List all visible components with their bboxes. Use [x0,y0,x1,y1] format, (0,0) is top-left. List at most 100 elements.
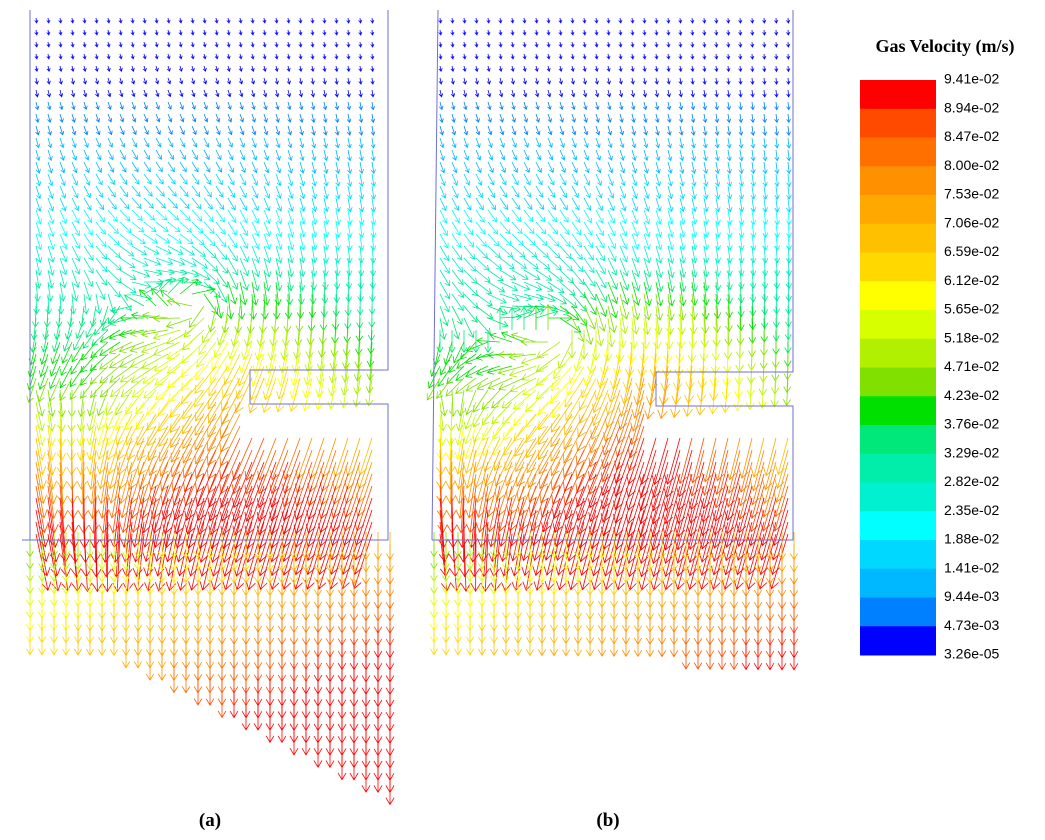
velocity-vector [620,222,627,236]
velocity-vector [359,102,363,110]
velocity-vector [60,162,65,173]
velocity-vector [655,42,658,47]
velocity-vector [679,66,682,71]
velocity-vector [703,66,706,71]
velocity-vector [264,198,270,211]
velocity-vector [252,174,258,185]
velocity-vector [168,198,177,208]
velocity-vector [275,90,279,97]
velocity-vector [511,18,514,23]
velocity-vector [668,174,673,186]
velocity-vector [370,246,376,263]
velocity-vector [242,700,250,730]
velocity-vector [715,78,719,84]
velocity-vector [439,102,443,110]
velocity-vector [288,174,293,186]
velocity-vector [631,42,634,47]
velocity-vector [559,66,562,71]
velocity-vector [180,150,186,159]
velocity-vector [96,198,104,210]
velocity-vector [608,198,614,211]
velocity-vector [619,54,622,59]
velocity-vector [276,174,281,186]
velocity-vector [156,378,180,400]
velocity-vector [299,66,302,71]
velocity-vector [548,162,554,172]
velocity-vector [324,162,328,173]
velocity-vector [72,150,77,160]
velocity-vector [715,174,720,186]
velocity-vector [324,174,329,186]
velocity-vector [342,510,360,560]
velocity-vector [691,54,694,59]
velocity-vector [192,162,198,172]
velocity-vector [643,78,646,84]
velocity-vector [323,102,327,110]
velocity-vector [461,330,467,352]
velocity-vector [131,18,134,23]
velocity-vector [204,222,214,234]
velocity-vector [488,138,492,147]
velocity-vector [36,198,41,211]
velocity-vector [610,628,617,656]
velocity-vector [526,628,533,656]
velocity-vector [751,246,756,263]
velocity-vector [727,42,730,47]
velocity-vector [775,210,780,225]
velocity-vector [347,126,351,135]
velocity-vector [505,438,524,471]
velocity-vector [727,102,731,110]
velocity-vector [367,342,374,367]
velocity-vector [751,198,756,212]
velocity-vector [35,18,38,23]
velocity-vector [511,78,514,84]
velocity-vector [476,186,483,197]
velocity-vector [620,174,625,186]
velocity-vector [571,42,574,47]
velocity-vector [324,186,329,199]
velocity-vector [195,390,216,421]
velocity-vector [240,90,243,97]
velocity-vector [535,30,538,35]
velocity-vector [158,652,165,680]
velocity-vector [287,78,290,84]
velocity-vector [311,102,315,110]
velocity-vector [511,66,514,71]
velocity-vector [299,114,303,122]
velocity-vector [595,102,599,109]
velocity-vector [488,174,494,185]
velocity-vector [96,150,101,160]
velocity-vector [263,66,266,71]
velocity-vector [352,534,372,589]
velocity-vector [608,222,615,236]
velocity-vector [440,114,444,122]
velocity-vector [36,138,40,148]
velocity-vector [775,126,779,135]
velocity-vector [560,198,567,210]
velocity-vector [182,330,204,350]
velocity-vector [240,114,244,122]
velocity-vector [312,210,317,224]
velocity-vector [488,210,497,222]
velocity-vector [514,414,536,441]
velocity-vector [240,174,246,185]
velocity-vector [694,640,702,669]
velocity-vector [347,78,351,84]
velocity-vector [311,66,314,71]
velocity-vector [487,78,490,84]
velocity-vector [36,390,44,416]
velocity-vector [524,138,529,147]
velocity-vector [338,748,346,780]
velocity-vector [107,18,110,23]
velocity-vector [536,150,541,160]
velocity-vector [228,102,232,109]
velocity-vector [476,198,483,210]
velocity-vector [347,30,350,35]
velocity-vector [524,102,528,109]
velocity-vector [48,114,52,122]
velocity-vector [48,402,56,431]
velocity-vector [572,210,580,222]
velocity-vector [511,30,514,35]
velocity-vector [523,90,527,97]
